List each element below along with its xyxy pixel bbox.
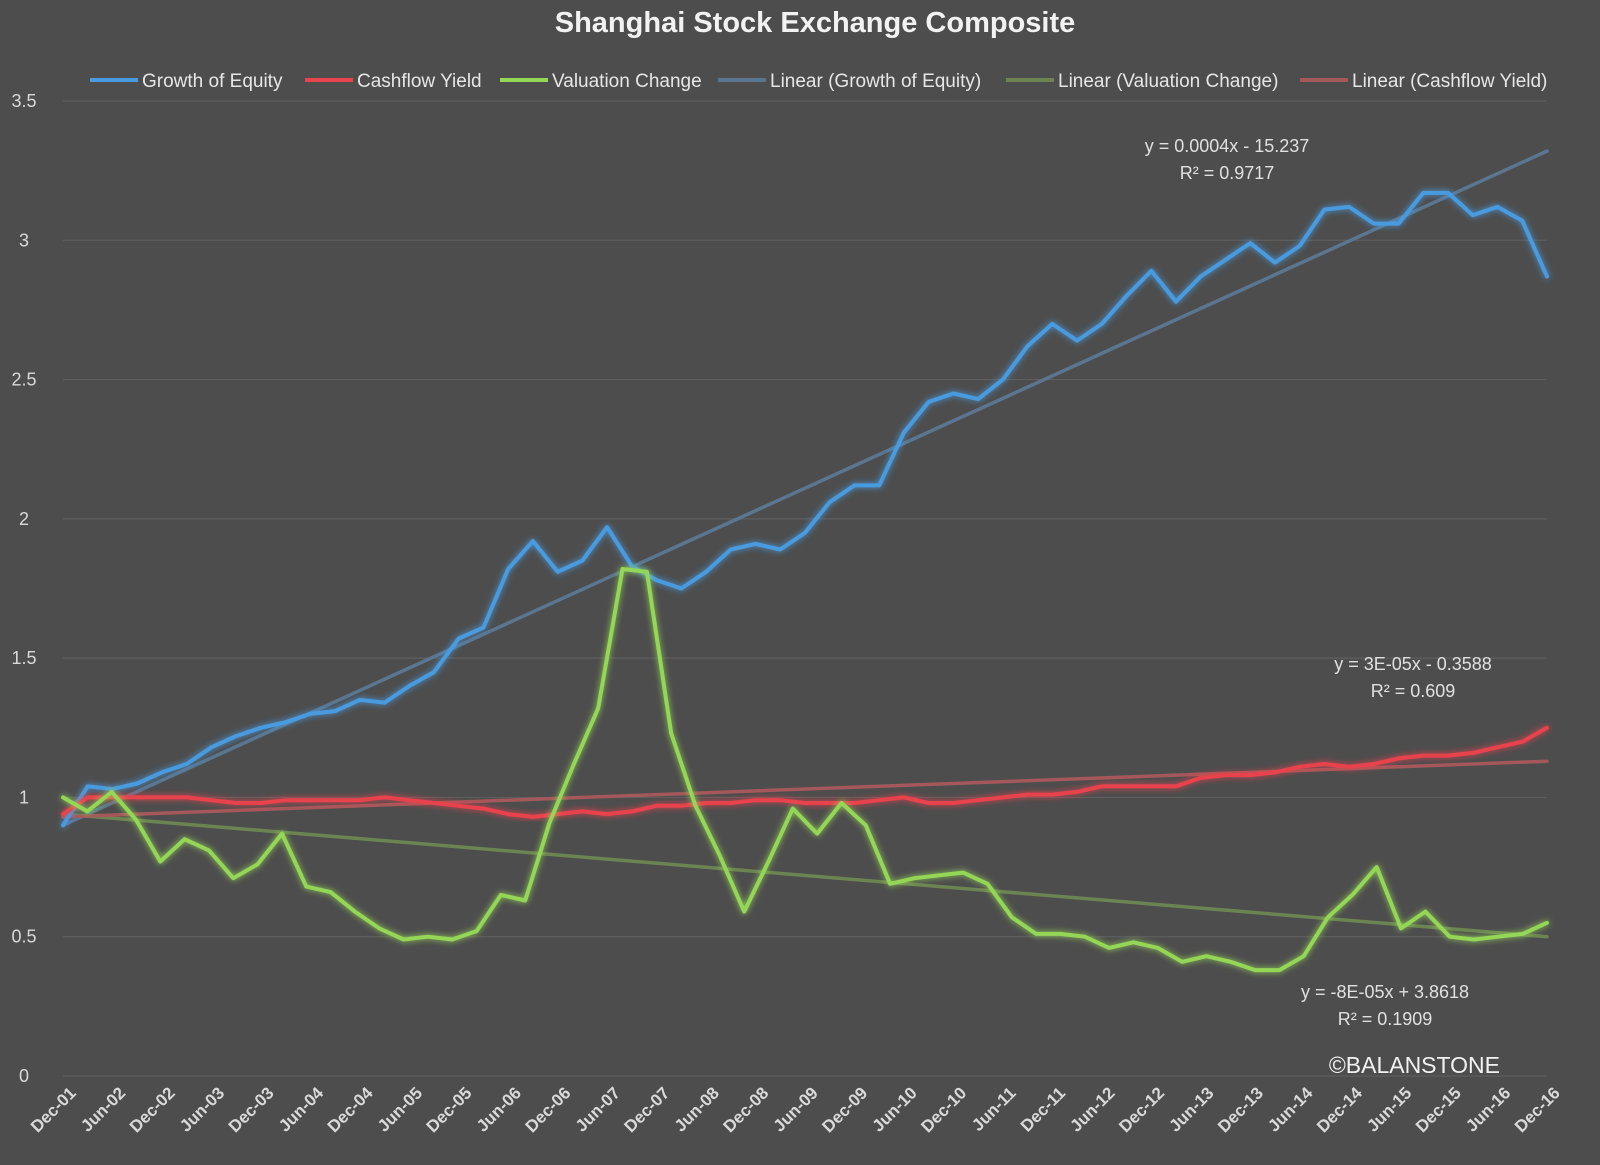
- y-tick-label: 1: [19, 787, 29, 807]
- trendline-r2: R² = 0.609: [1371, 681, 1456, 701]
- legend-label: Linear (Cashflow Yield): [1352, 71, 1547, 92]
- trendline-r2: R² = 0.1909: [1338, 1009, 1433, 1029]
- y-tick-label: 0: [19, 1066, 29, 1086]
- trendline-equation: y = 3E-05x - 0.3588: [1334, 654, 1492, 674]
- watermark: ©BALANSTONE: [1329, 1052, 1500, 1078]
- legend-label: Valuation Change: [552, 71, 702, 92]
- y-tick-label: 2.5: [11, 370, 36, 390]
- y-tick-label: 3: [19, 230, 29, 250]
- gridlines: [63, 100, 1547, 1077]
- legend-label: Cashflow Yield: [357, 71, 482, 92]
- trendline: [61, 759, 1549, 819]
- chart-title: Shanghai Stock Exchange Composite: [555, 7, 1076, 39]
- series-lines: [61, 190, 1549, 973]
- annotations: y = 0.0004x - 15.237 R² = 0.9717 y = 3E-05…: [1145, 136, 1492, 1029]
- legend-label: Growth of Equity: [142, 71, 283, 92]
- legend-label: Linear (Valuation Change): [1058, 71, 1278, 92]
- y-tick-label: 1.5: [11, 648, 36, 668]
- y-tick-label: 0.5: [11, 927, 36, 947]
- trendline-r2: R² = 0.9717: [1180, 163, 1275, 183]
- legend-label: Linear (Growth of Equity): [770, 71, 981, 92]
- series-line: [61, 190, 1549, 828]
- y-tick-label: 2: [19, 509, 29, 529]
- trendline-equation: y = 0.0004x - 15.237: [1145, 136, 1310, 156]
- trendline: [61, 812, 1549, 939]
- series-line: [61, 725, 1549, 819]
- y-axis: 0 0.5 1 1.5 2 2.5 3 3.5: [11, 91, 36, 1086]
- y-tick-label: 3.5: [11, 91, 36, 111]
- trendline-equation: y = -8E-05x + 3.8618: [1301, 982, 1469, 1002]
- legend: Growth of Equity Cashflow Yield Valuation …: [90, 71, 1547, 92]
- series-line: [61, 567, 1549, 973]
